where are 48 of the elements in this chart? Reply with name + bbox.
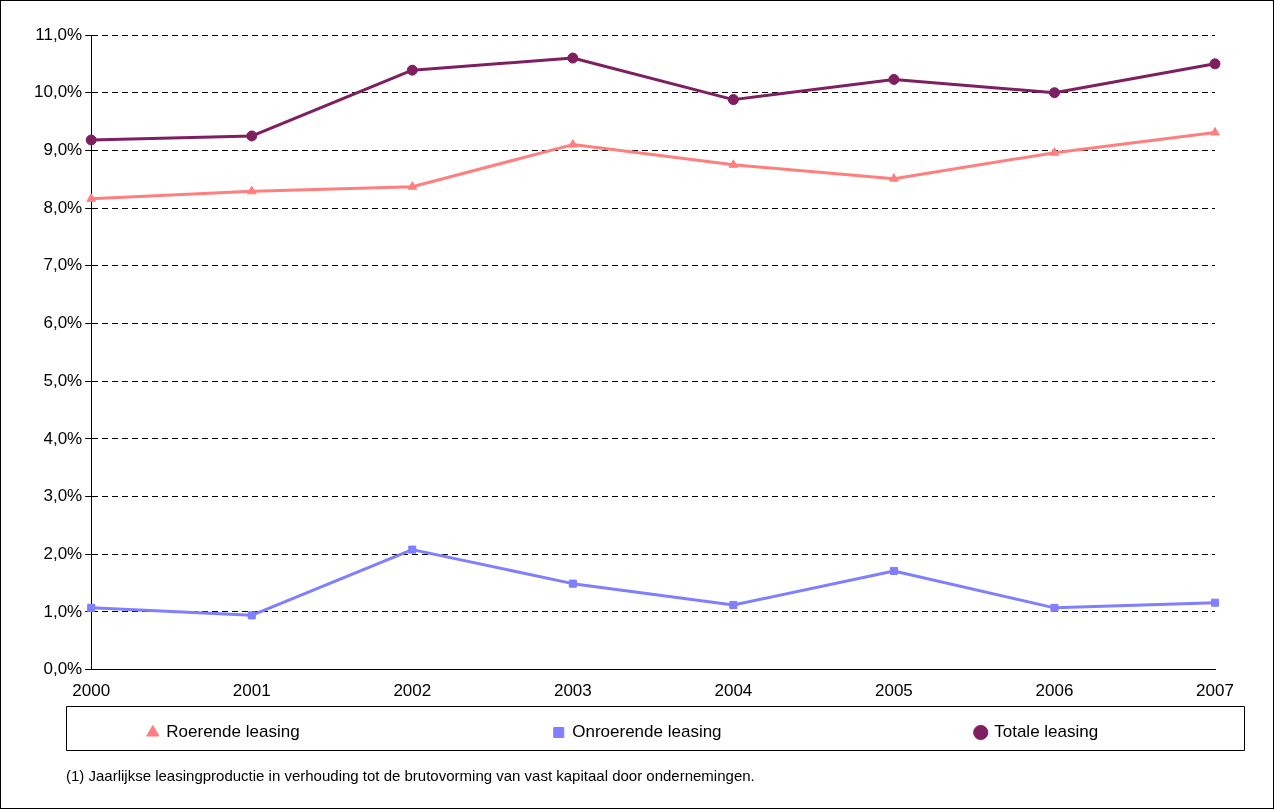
x-tick-label: 2005 <box>875 681 913 701</box>
legend-label: Onroerende leasing <box>572 722 958 742</box>
point <box>246 130 258 142</box>
point <box>889 173 899 182</box>
point <box>567 52 579 64</box>
x-tick-label: 2003 <box>553 681 592 701</box>
point <box>727 94 739 106</box>
point <box>568 579 577 588</box>
point <box>1210 127 1220 136</box>
point <box>87 603 96 612</box>
point <box>1049 147 1060 156</box>
point <box>1048 87 1060 99</box>
point <box>1209 58 1221 70</box>
x-tick-label: 2000 <box>72 681 111 701</box>
point <box>85 134 97 146</box>
point <box>408 545 417 554</box>
y-tick-label: 6,0% <box>43 313 83 333</box>
legend-label: Totale leasing <box>994 722 1099 742</box>
y-tick-label: 3,0% <box>43 486 83 506</box>
point <box>407 181 418 190</box>
point <box>568 139 578 148</box>
y-tick-label: 7,0% <box>43 255 83 275</box>
point <box>1050 603 1059 612</box>
y-tick-label: 11,0% <box>35 24 83 44</box>
point <box>729 600 738 610</box>
y-tick-label: 4,0% <box>43 428 83 448</box>
legend-label: Roerende leasing <box>166 722 536 742</box>
point <box>406 64 418 76</box>
x-tick-label: 2007 <box>1196 681 1234 701</box>
point <box>247 611 256 620</box>
y-tick-label: 0,0% <box>43 659 83 679</box>
point <box>728 159 739 168</box>
point <box>1210 598 1220 607</box>
y-tick-label: 8,0% <box>43 197 83 217</box>
point <box>889 566 898 575</box>
x-tick-label: 2002 <box>393 681 432 701</box>
text: (1) Jaarlijkse leasingproductie in verhouding tot de brutovorming van vast kapitaal door ondernemingen. <box>66 767 755 784</box>
y-tick-label: 1,0% <box>43 601 83 621</box>
x-tick-label: 2004 <box>714 681 753 701</box>
y-tick-label: 10,0% <box>34 82 83 102</box>
y-tick-label: 2,0% <box>43 543 83 563</box>
y-tick-label: 9,0% <box>43 140 83 160</box>
point <box>888 73 900 85</box>
x-tick-label: 2006 <box>1035 681 1074 701</box>
point <box>246 185 257 195</box>
point <box>86 193 97 202</box>
x-tick-label: 2001 <box>232 681 271 701</box>
y-tick-label: 5,0% <box>43 370 83 390</box>
